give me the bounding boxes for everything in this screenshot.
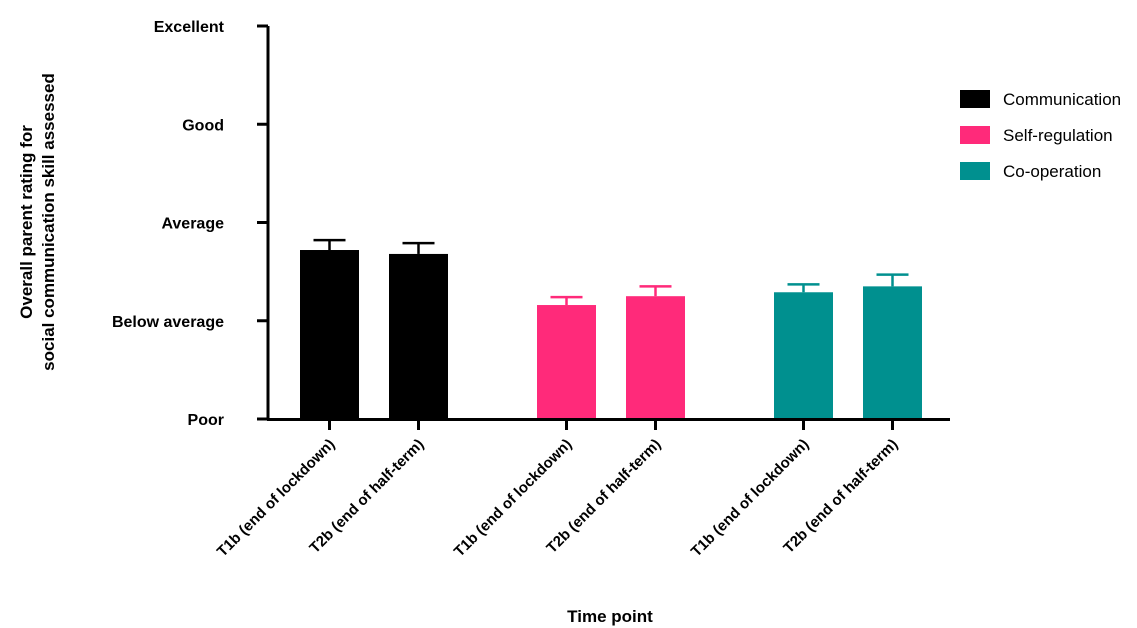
bar xyxy=(626,296,685,419)
x-axis-title: Time point xyxy=(567,607,653,626)
legend-label: Self-regulation xyxy=(1003,126,1113,145)
y-tick-label: Average xyxy=(161,216,224,233)
y-axis-title-line-1: Overall parent rating for xyxy=(17,125,36,319)
y-axis-title-line-2: social communication skill assessed xyxy=(39,73,58,371)
y-tick-label: Poor xyxy=(188,412,224,429)
y-tick-label: Good xyxy=(182,117,224,134)
bar xyxy=(389,253,448,419)
y-tick-label: Below average xyxy=(112,314,224,331)
axes xyxy=(266,26,950,421)
bar xyxy=(863,286,922,419)
legend-swatch xyxy=(960,162,990,180)
x-axis-ticks: T1b (end of lockdown)T2b (end of half-te… xyxy=(214,419,901,560)
y-axis-ticks: Poor Below average Average Good Excellent xyxy=(112,19,268,429)
legend-label: Communication xyxy=(1003,90,1121,109)
y-axis-title: Overall parent rating for social communi… xyxy=(17,73,58,371)
legend-label: Co-operation xyxy=(1003,162,1101,181)
bars xyxy=(300,238,922,419)
legend: Communication Self-regulation Co-operation xyxy=(960,90,1121,181)
y-tick-label: Excellent xyxy=(154,19,225,36)
legend-swatch xyxy=(960,126,990,144)
bar xyxy=(537,305,596,419)
bar xyxy=(300,250,359,419)
bar xyxy=(774,292,833,419)
legend-swatch xyxy=(960,90,990,108)
